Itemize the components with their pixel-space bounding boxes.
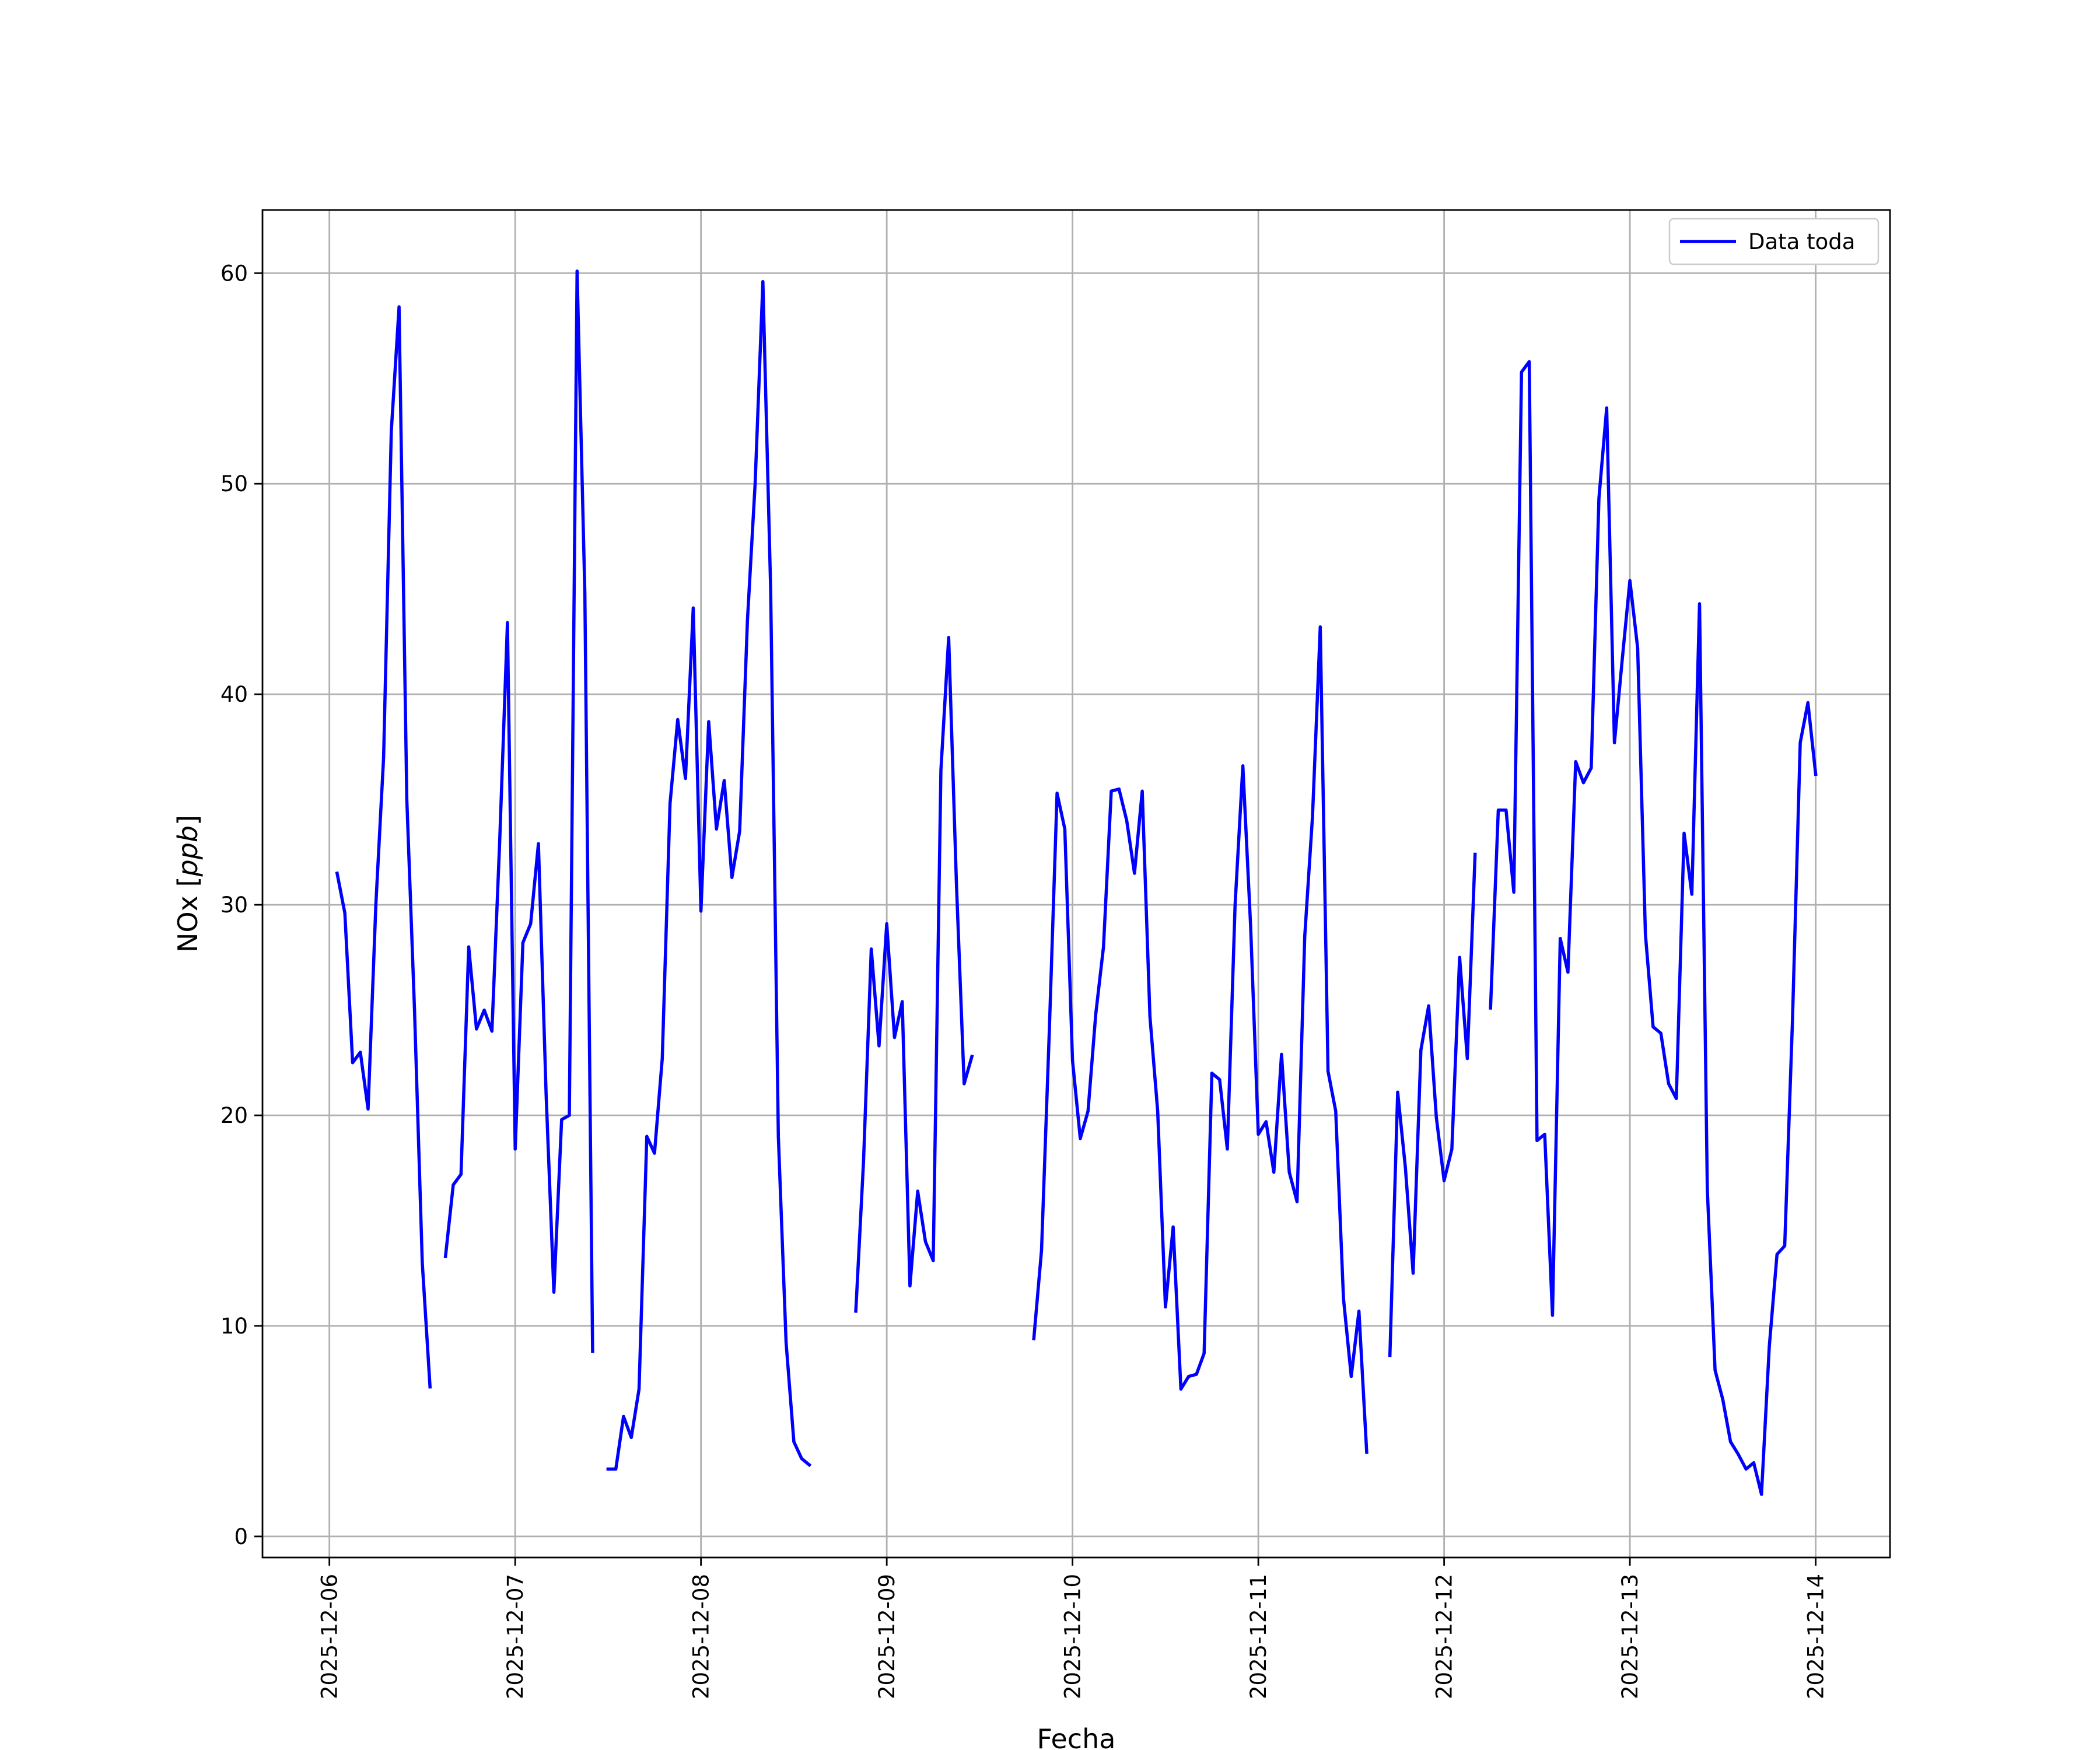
x-tick-label: 2025-12-08 [689,1574,714,1699]
series-line-segment [335,305,432,1389]
series-line-segment [854,635,974,1313]
y-tick-label: 50 [220,471,248,496]
x-tick-label: 2025-12-14 [1804,1574,1829,1699]
series-line-segment [1489,360,1818,1496]
legend: Data toda [1668,218,1880,265]
y-axis-label-unit: ppb [172,825,204,877]
legend-label: Data toda [1748,229,1855,254]
y-axis-label: NOx [ppb] [172,815,204,953]
series-line-segment [606,279,812,1471]
x-tick-label: 2025-12-06 [317,1574,342,1699]
x-tick-label: 2025-12-07 [503,1574,528,1699]
y-tick-label: 30 [220,892,248,918]
grid-lines [262,210,1890,1558]
y-tick-label: 20 [220,1103,248,1128]
y-tick-label: 60 [220,261,248,286]
x-axis-label: Fecha [1037,1723,1116,1750]
x-tick-label: 2025-12-11 [1246,1574,1271,1699]
x-tick-label: 2025-12-09 [874,1574,900,1699]
y-axis-label-close: ] [172,815,204,825]
series-line-segment [1388,852,1477,1357]
legend-box [1668,218,1880,265]
series-lines [335,269,1818,1496]
plot-frame [261,209,1891,1559]
y-axis-label-text: NOx [ [172,877,204,953]
y-tick-label: 40 [220,682,248,707]
series-line-segment [1032,625,1368,1454]
x-tick-label: 2025-12-12 [1432,1574,1457,1699]
y-tick-label: 0 [234,1524,248,1549]
axis-ticks: 2025-12-06 2025-12-07 2025-12-08 2025-12-09… [220,261,1829,1699]
series-line-segment [443,269,594,1353]
y-tick-label: 10 [220,1314,248,1339]
x-tick-label: 2025-12-10 [1060,1574,1086,1699]
x-tick-label: 2025-12-13 [1618,1574,1643,1699]
